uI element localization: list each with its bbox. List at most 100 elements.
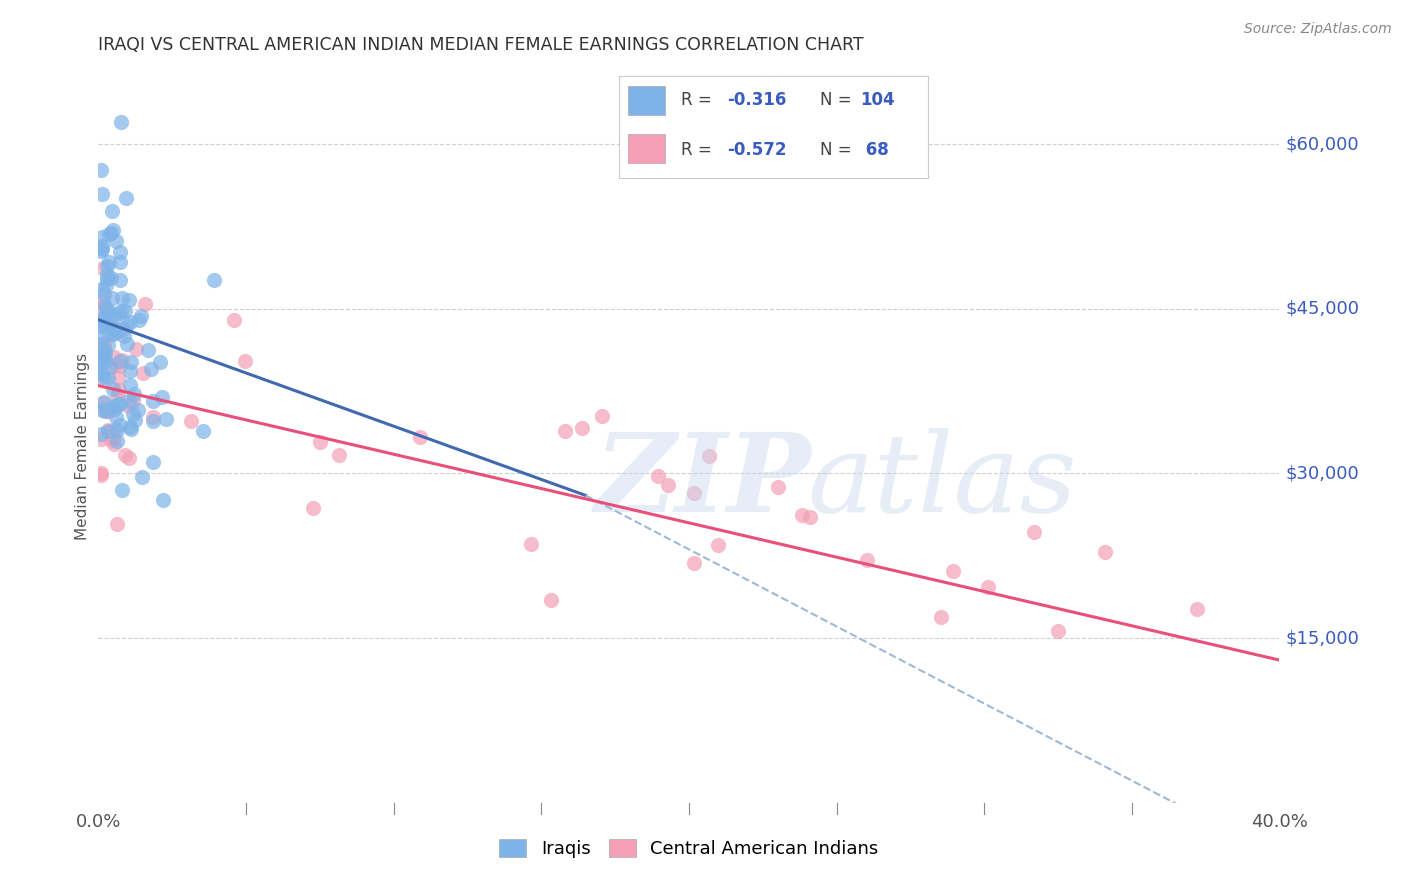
Point <box>105 434 128 448</box>
Text: ZIP: ZIP <box>595 428 811 535</box>
Point <box>108 354 131 368</box>
Point <box>520 537 543 551</box>
Point <box>142 455 165 469</box>
Point <box>120 419 142 434</box>
Point <box>91 294 114 309</box>
Text: R =: R = <box>681 141 717 159</box>
Point <box>96 277 118 292</box>
Point <box>108 245 131 260</box>
Point <box>90 230 112 244</box>
Point <box>96 271 118 285</box>
Point <box>155 412 177 426</box>
Point <box>120 378 142 392</box>
Point <box>115 337 138 351</box>
Point <box>110 304 132 318</box>
Point <box>697 449 720 463</box>
Point <box>100 291 122 305</box>
Point <box>766 481 789 495</box>
Point <box>93 313 115 327</box>
Point <box>93 335 115 350</box>
Point <box>136 343 159 358</box>
Point <box>591 409 613 423</box>
Point <box>112 328 135 343</box>
Text: N =: N = <box>820 141 856 159</box>
Point <box>103 437 125 451</box>
Point <box>90 244 112 258</box>
Point <box>108 418 131 433</box>
Point <box>96 404 118 418</box>
Point <box>105 516 128 531</box>
Point <box>94 299 117 313</box>
Point <box>222 313 245 327</box>
Point <box>91 260 114 275</box>
Point <box>118 450 141 465</box>
Point <box>110 273 132 287</box>
Point <box>108 255 131 269</box>
Point <box>91 239 114 253</box>
Text: IRAQI VS CENTRAL AMERICAN INDIAN MEDIAN FEMALE EARNINGS CORRELATION CHART: IRAQI VS CENTRAL AMERICAN INDIAN MEDIAN … <box>98 36 865 54</box>
Point <box>929 610 952 624</box>
Text: atlas: atlas <box>807 428 1077 535</box>
Point <box>104 235 127 249</box>
Text: -0.572: -0.572 <box>727 141 786 159</box>
Point <box>129 309 152 323</box>
Point <box>799 510 821 524</box>
Point <box>111 292 134 306</box>
FancyBboxPatch shape <box>628 135 665 163</box>
Point <box>152 492 174 507</box>
Point <box>120 422 142 436</box>
Point <box>93 395 115 409</box>
Point <box>134 297 156 311</box>
Point <box>409 429 432 443</box>
Point <box>90 466 112 480</box>
Point <box>103 399 125 413</box>
Point <box>790 508 813 522</box>
Point <box>120 315 142 329</box>
Point <box>90 311 112 326</box>
Point <box>93 346 115 360</box>
Point <box>97 404 120 418</box>
Point <box>97 338 120 352</box>
Point <box>97 371 120 385</box>
Point <box>977 580 1000 594</box>
Text: 68: 68 <box>860 141 889 159</box>
Point <box>94 310 117 324</box>
Point <box>103 423 125 437</box>
Text: Source: ZipAtlas.com: Source: ZipAtlas.com <box>1244 22 1392 37</box>
Point <box>107 383 129 397</box>
Point <box>103 431 125 445</box>
Point <box>103 311 125 326</box>
Point <box>104 326 127 341</box>
Point <box>302 501 325 516</box>
Point <box>111 483 134 497</box>
Point <box>90 163 112 178</box>
Point <box>105 388 128 402</box>
Point <box>93 287 115 301</box>
Point <box>191 424 214 438</box>
Point <box>118 364 141 378</box>
Point <box>91 242 114 256</box>
Point <box>93 369 115 384</box>
Point <box>1047 624 1070 639</box>
Point <box>97 318 120 332</box>
Point <box>1094 545 1116 559</box>
Point <box>96 268 118 283</box>
Point <box>100 433 122 447</box>
Point <box>107 397 129 411</box>
Point <box>97 303 120 318</box>
Point <box>142 414 165 428</box>
Point <box>101 383 124 397</box>
Point <box>98 326 121 340</box>
Point <box>91 396 114 410</box>
Point <box>114 303 136 318</box>
Point <box>90 427 112 442</box>
Point <box>856 552 879 566</box>
Point <box>96 259 118 273</box>
Point <box>122 394 145 409</box>
Point <box>114 448 136 462</box>
Point <box>103 350 125 364</box>
Point <box>942 564 965 578</box>
Point <box>115 318 138 332</box>
Point <box>142 394 165 409</box>
Point <box>647 468 669 483</box>
